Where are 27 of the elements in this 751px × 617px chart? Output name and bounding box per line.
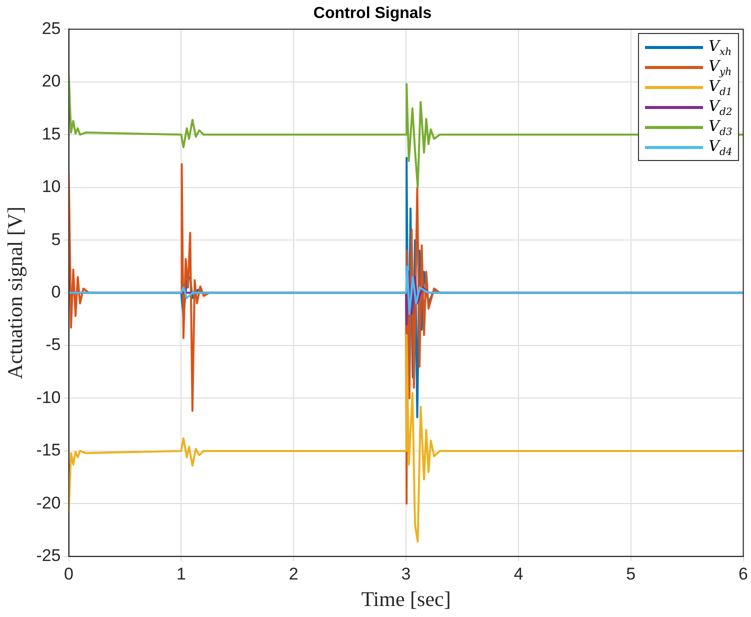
y-tick-label: -15 xyxy=(36,440,61,460)
legend-label: V$_{d3}$ xyxy=(708,116,732,138)
legend-label: V$_{yh}$ xyxy=(708,56,732,78)
x-tick-label: 5 xyxy=(626,564,636,584)
y-tick-label: 25 xyxy=(42,18,61,38)
y-tick-label: 15 xyxy=(42,124,61,144)
legend-label: V$_{xh}$ xyxy=(708,36,732,58)
y-tick-label: -10 xyxy=(36,388,61,407)
legend-label: V$_{d1}$ xyxy=(708,76,732,98)
x-tick-label: 0 xyxy=(64,564,74,584)
x-tick-label: 2 xyxy=(288,564,298,584)
legend-label: V$_{d4}$ xyxy=(708,136,732,158)
x-tick-label: 3 xyxy=(401,564,411,584)
x-tick-label: 4 xyxy=(514,564,524,584)
legend-label: V$_{d2}$ xyxy=(708,96,732,118)
y-tick-label: 10 xyxy=(42,177,61,196)
y-tick-label: 0 xyxy=(51,282,61,302)
y-axis-title: Actuation signal [V] xyxy=(3,206,28,380)
x-tick-label: 1 xyxy=(176,564,186,584)
y-tick-label: -25 xyxy=(36,546,61,566)
y-tick-label: -20 xyxy=(36,493,61,512)
y-tick-label: 20 xyxy=(42,72,61,91)
y-tick-label: 5 xyxy=(51,230,61,249)
y-tick-label: -5 xyxy=(46,335,61,354)
chart-title: Control Signals xyxy=(313,5,432,22)
x-axis-title: Time [sec] xyxy=(361,586,451,611)
x-tick-label: 6 xyxy=(738,564,748,584)
